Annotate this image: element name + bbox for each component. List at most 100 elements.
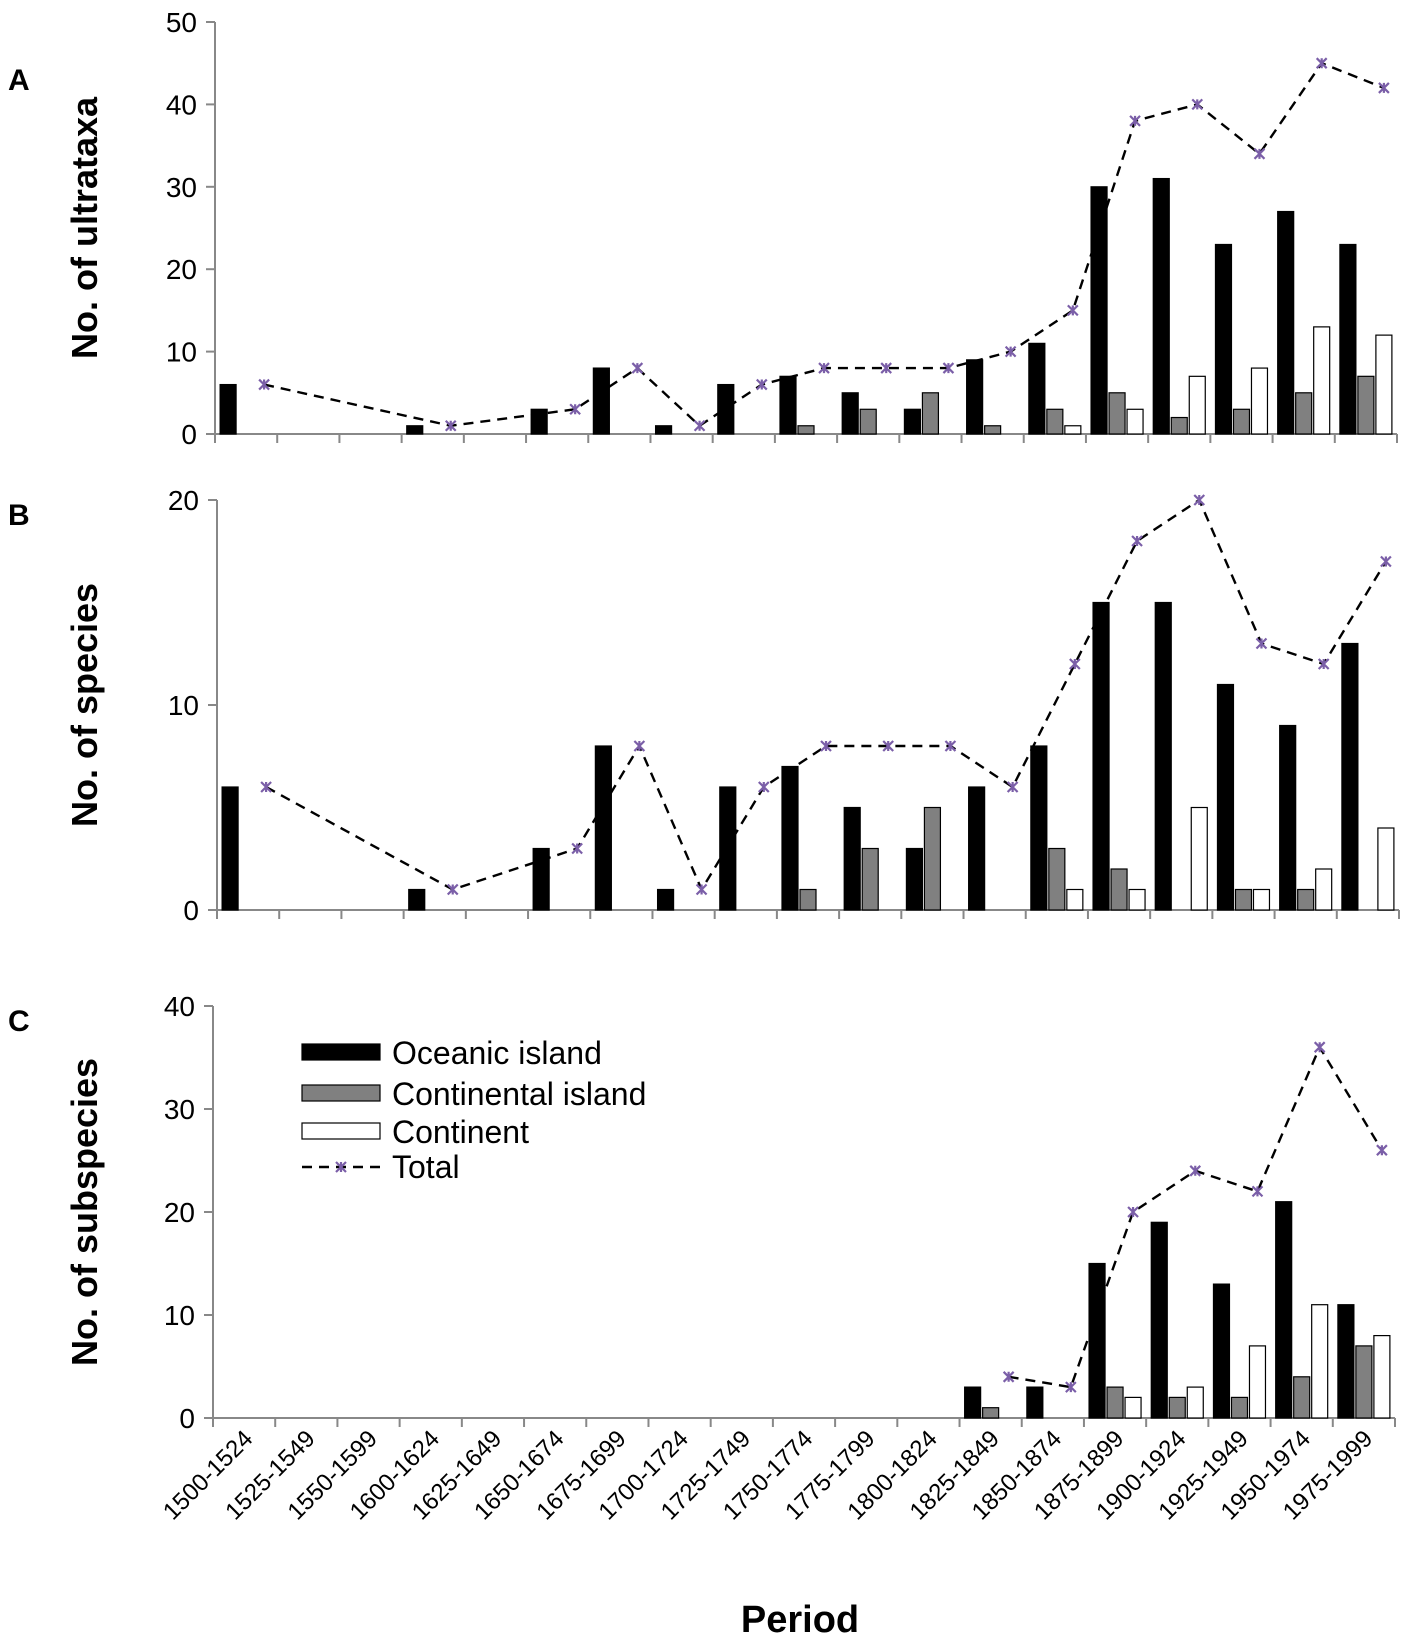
total-line [263,61,1385,428]
bar-continental-island [799,888,817,911]
total-point-marker [571,842,583,855]
bar-continental-island [984,425,1002,435]
total-point-marker [756,378,768,391]
panel-label: C [8,1005,30,1038]
bar-oceanic-island [1214,243,1233,435]
y-tick-label: 10 [164,1300,195,1331]
bar-oceanic-island [1028,342,1046,435]
bar-oceanic-island [221,786,239,911]
bar-oceanic-island [905,847,924,911]
bar-oceanic-island [717,383,735,435]
bar-continental-island [1355,1345,1373,1419]
total-point-marker [260,781,272,793]
total-point-marker [631,362,644,374]
y-tick-label: 10 [166,337,197,368]
total-point-marker [258,378,270,391]
bar-oceanic-island [966,359,984,435]
bar-oceanic-island [968,786,986,911]
total-point-marker [1251,1185,1264,1198]
total-point-marker [1317,658,1330,670]
bar-continental-island [921,392,940,435]
total-point-marker [1313,1041,1326,1053]
bar-continent [1252,888,1271,911]
bar-oceanic-island [219,383,237,435]
bar-oceanic-island [1088,1262,1106,1419]
total-point-marker [882,740,894,752]
bar-continent [1190,806,1208,911]
bar-oceanic-island [1279,724,1297,911]
total-point-marker [880,362,892,374]
bar-continental-island [1297,888,1315,911]
bar-continental-island [1108,392,1126,435]
legend-label: Continental island [392,1076,646,1112]
bar-continent [1311,1304,1329,1419]
total-point-marker [1376,1144,1388,1156]
bar-continent [1313,326,1331,435]
bar-oceanic-island [532,847,550,911]
bar-continent [1066,888,1084,911]
bar-continental-island [859,408,877,435]
legend-swatch [301,1084,381,1102]
bar-continent [1248,1345,1267,1419]
total-point-marker [1191,98,1204,111]
total-point-marker [695,883,708,896]
bar-continental-island [1106,1386,1124,1419]
legend-swatch [301,1122,381,1140]
bar-continent [1186,1386,1204,1419]
bar-continental-island [1232,408,1251,435]
bar-oceanic-island [843,806,861,911]
y-axis-label: No. of subspecies [64,1058,105,1366]
total-point-marker [1253,148,1266,160]
y-axis-label: No. of species [64,583,105,827]
bar-continental-island [1168,1396,1186,1419]
total-point-marker [820,740,832,752]
total-point-marker [1255,637,1268,650]
total-point-marker [1189,1165,1202,1177]
bar-oceanic-island [1154,601,1172,911]
bar-oceanic-island [654,425,673,435]
bar-continental-island [1046,408,1064,435]
bar-oceanic-island [1341,642,1359,911]
y-tick-label: 0 [181,419,197,450]
bar-continental-island [1110,868,1128,911]
total-point-marker [1127,1206,1139,1218]
total-point-marker [758,781,770,793]
bar-continental-island [1293,1376,1311,1419]
bar-oceanic-island [779,375,797,435]
total-point-marker [1002,1371,1015,1383]
bar-continental-island [923,806,942,911]
bar-oceanic-island [656,888,675,911]
total-point-marker [446,883,459,896]
bar-oceanic-island [841,392,859,435]
bar-oceanic-island [1030,745,1048,911]
total-point-marker [1378,82,1390,94]
total-point-marker [942,362,955,374]
bar-continental-island [1048,847,1066,911]
bar-oceanic-island [592,367,610,435]
y-tick-label: 20 [168,485,199,516]
bar-continent [1124,1396,1142,1419]
x-axis-label: Period [741,1599,859,1641]
bar-oceanic-island [1092,601,1110,911]
bar-oceanic-island [1275,1201,1293,1419]
y-tick-label: 20 [164,1197,195,1228]
total-point-marker [1193,494,1206,506]
panel-label: A [8,64,30,97]
legend: Oceanic island Continental islandContinen… [301,1035,646,1185]
y-tick-label: 20 [166,254,197,285]
bar-continent [1188,375,1206,435]
bar-continent [1126,408,1144,435]
total-point-marker [1004,345,1017,358]
bar-continental-island [982,1407,1000,1419]
y-tick-label: 50 [166,7,197,38]
bar-continental-island [1230,1396,1249,1419]
bar-oceanic-island [964,1386,982,1419]
y-tick-label: 10 [168,690,199,721]
bar-oceanic-island [1277,210,1295,435]
legend-swatch [301,1043,381,1061]
total-point-marker [1065,1381,1077,1393]
total-point-marker [569,403,581,416]
legend-label: Oceanic island [392,1035,602,1071]
